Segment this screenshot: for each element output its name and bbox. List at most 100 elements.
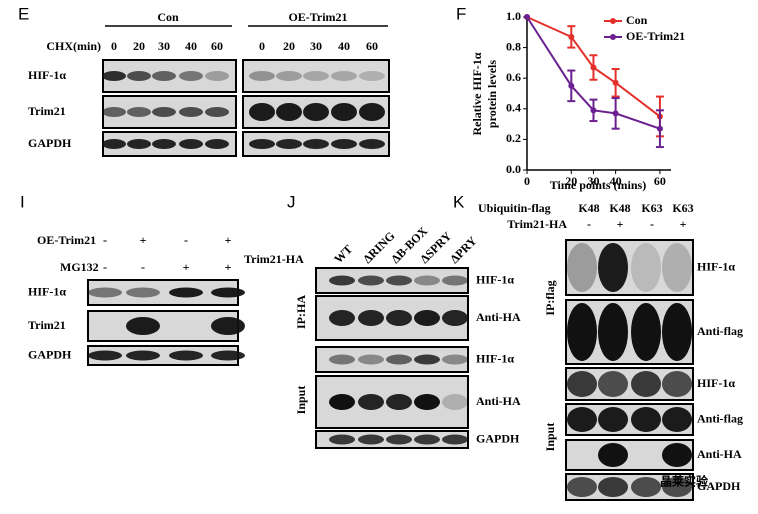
band <box>211 317 245 335</box>
point <box>524 14 530 20</box>
lane-label: K48 <box>609 201 630 215</box>
treatment-label: Ubiquitin-flag <box>478 201 551 215</box>
section-label: Input <box>294 386 308 415</box>
band <box>211 350 245 361</box>
band <box>329 394 355 410</box>
blot-label: HIF-1α <box>28 284 66 298</box>
band <box>179 107 203 117</box>
watermark: 晶莱实验 <box>660 474 709 489</box>
band <box>598 303 628 361</box>
band <box>179 139 203 149</box>
lane-label: 20 <box>283 39 295 53</box>
band <box>102 139 126 149</box>
band <box>386 434 412 445</box>
band <box>276 71 302 81</box>
band <box>567 371 597 397</box>
band <box>88 287 122 298</box>
band <box>205 107 229 117</box>
y-tick-label: 0.2 <box>506 131 521 145</box>
blot-label: GAPDH <box>28 347 72 361</box>
band <box>598 243 628 292</box>
treatment-label: OE-Trim21 <box>37 233 96 247</box>
panel-letter: K <box>453 192 465 211</box>
band <box>442 310 468 326</box>
band <box>205 139 229 149</box>
band <box>662 443 692 467</box>
lane-label: K63 <box>641 201 662 215</box>
legend-label: OE-Trim21 <box>626 29 685 43</box>
band <box>276 139 302 149</box>
band <box>331 103 357 121</box>
band <box>126 287 160 298</box>
panel-letter: F <box>456 4 466 23</box>
band <box>358 354 384 365</box>
band <box>211 287 245 298</box>
band <box>414 394 440 410</box>
treatment-label: Trim21-HA <box>507 217 567 231</box>
point <box>656 125 663 132</box>
lane-label: 60 <box>211 39 223 53</box>
band <box>631 371 661 397</box>
band <box>631 303 661 361</box>
sign: - <box>141 260 145 274</box>
band <box>598 371 628 397</box>
sign: + <box>140 233 147 247</box>
band <box>567 243 597 292</box>
band <box>249 71 275 81</box>
band <box>152 107 176 117</box>
x-axis-label: Time points (mins) <box>550 178 646 192</box>
legend-marker <box>610 18 616 24</box>
sign: - <box>184 233 188 247</box>
y-tick-label: 0.4 <box>506 101 521 115</box>
band <box>152 139 176 149</box>
band <box>631 243 661 292</box>
lane-label: 30 <box>310 39 322 53</box>
lane-label: 20 <box>133 39 145 53</box>
band <box>567 303 597 361</box>
band <box>127 139 151 149</box>
band <box>303 103 329 121</box>
band <box>414 310 440 326</box>
blot-label: GAPDH <box>476 431 520 445</box>
band <box>598 477 628 497</box>
lane-label: 0 <box>111 39 117 53</box>
blot-label: Anti-HA <box>476 394 521 408</box>
sign: + <box>680 217 687 231</box>
point <box>612 79 619 86</box>
lane-label: 60 <box>366 39 378 53</box>
sign: + <box>183 260 190 274</box>
band <box>276 103 302 121</box>
blot-label: Trim21 <box>28 318 66 332</box>
band <box>205 71 229 81</box>
band <box>102 71 126 81</box>
band <box>331 139 357 149</box>
band <box>442 434 468 445</box>
lane-label: WT <box>331 242 355 266</box>
blot-label: Anti-flag <box>697 324 743 338</box>
x-tick-label: 60 <box>654 174 666 188</box>
band <box>662 303 692 361</box>
band <box>359 71 385 81</box>
y-tick-label: 0.8 <box>506 39 521 53</box>
section-label: Input <box>543 423 557 452</box>
band <box>329 354 355 365</box>
band <box>249 103 275 121</box>
band <box>631 407 661 432</box>
band <box>598 407 628 432</box>
point <box>568 82 575 89</box>
band <box>329 434 355 445</box>
panel-letter: I <box>20 192 25 211</box>
band <box>249 139 275 149</box>
band <box>358 394 384 410</box>
section-label: IP:flag <box>543 280 557 315</box>
band <box>662 407 692 432</box>
band <box>358 434 384 445</box>
band <box>329 310 355 326</box>
blot-label: HIF-1α <box>697 376 735 390</box>
blot-label: Anti-flag <box>697 411 743 425</box>
band <box>567 407 597 432</box>
band <box>414 275 440 286</box>
band <box>414 354 440 365</box>
band <box>442 275 468 286</box>
panel-letter: E <box>18 4 29 23</box>
